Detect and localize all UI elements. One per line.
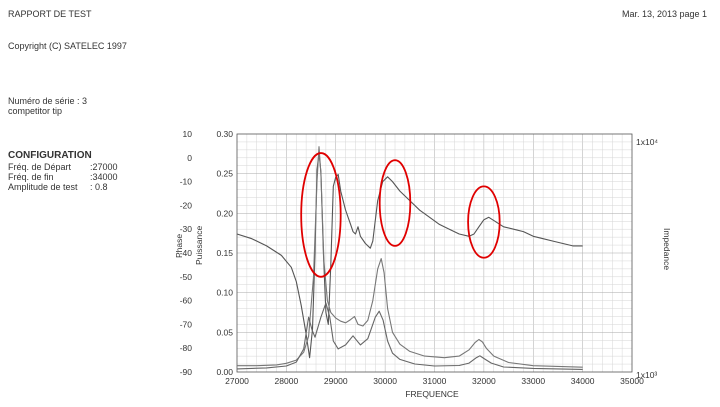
phase-tick-label: -50 (180, 272, 193, 282)
x-tick-label: 31000 (423, 376, 447, 386)
power-tick-label: 0.05 (216, 327, 233, 337)
x-axis-ticks: 27000 28000 29000 30000 31000 32000 33000 34000… (225, 376, 644, 386)
phase-tick-label: -60 (180, 296, 193, 306)
power-axis-label: Puissance (194, 226, 204, 265)
power-tick-label: 0.15 (216, 248, 233, 258)
phase-tick-label: -20 (180, 200, 193, 210)
power-tick-label: 0.00 (216, 367, 233, 377)
impedance-top-label: 1x10⁴ (636, 137, 658, 147)
annotation-ellipse (467, 185, 501, 259)
configuration-title: CONFIGURATION (8, 150, 92, 161)
x-tick-label: 29000 (324, 376, 348, 386)
chart-grid (237, 134, 632, 372)
chart-annotations (300, 152, 501, 278)
date-page: Mar. 13, 2013 page 1 (622, 9, 708, 19)
x-tick-label: 33000 (521, 376, 545, 386)
phase-tick-label: -90 (180, 367, 193, 377)
phase-axis-ticks: 10 0 -10 -20 -30 -40 -50 -60 -70 -80 -90 (180, 129, 193, 377)
config-label: Fréq. de fin (8, 172, 54, 182)
x-tick-label: 35000 (620, 376, 644, 386)
config-label: Fréq. de Départ (8, 162, 72, 172)
phase-tick-label: -80 (180, 343, 193, 353)
config-row-start: Fréq. de Départ :27000 (8, 162, 118, 172)
impedance-bottom-label: 1x10³ (636, 370, 657, 380)
impedance-axis-label: Impedance (662, 228, 672, 270)
x-tick-label: 28000 (275, 376, 299, 386)
config-value: :27000 (90, 162, 118, 172)
tip-name: competitor tip (8, 106, 63, 116)
impedance-curve (236, 302, 583, 370)
x-tick-label: 34000 (571, 376, 595, 386)
serial-number: Numéro de série : 3 (8, 96, 88, 106)
power-curve (237, 146, 583, 368)
config-row-end: Fréq. de fin :34000 (8, 172, 118, 182)
phase-tick-label: -30 (180, 224, 193, 234)
x-tick-label: 27000 (225, 376, 249, 386)
phase-tick-label: 10 (183, 129, 193, 139)
config-label: Amplitude de test (8, 182, 78, 192)
power-tick-label: 0.20 (216, 208, 233, 218)
report-title: RAPPORT DE TEST (8, 9, 92, 19)
phase-axis-label: Phase (174, 234, 184, 258)
chart-curves (236, 146, 583, 370)
config-row-amplitude: Amplitude de test : 0.8 (8, 182, 108, 192)
power-tick-label: 0.25 (216, 169, 233, 179)
phase-tick-label: -40 (180, 248, 193, 258)
config-value: : 0.8 (90, 182, 108, 192)
phase-tick-label: -10 (180, 177, 193, 187)
phase-tick-label: 0 (187, 153, 192, 163)
phase-curve (236, 152, 583, 359)
phase-tick-label: -70 (180, 319, 193, 329)
annotation-ellipse (300, 152, 342, 278)
x-axis-label: FREQUENCE (405, 389, 459, 399)
config-value: :34000 (90, 172, 118, 182)
power-tick-label: 0.10 (216, 288, 233, 298)
annotation-ellipse (378, 159, 412, 247)
power-axis-ticks: 0.30 0.25 0.20 0.15 0.10 0.05 0.00 (216, 129, 233, 377)
x-tick-label: 30000 (373, 376, 397, 386)
x-tick-label: 32000 (472, 376, 496, 386)
copyright: Copyright (C) SATELEC 1997 (8, 41, 127, 51)
plot-frame (236, 133, 633, 373)
power-tick-label: 0.30 (216, 129, 233, 139)
